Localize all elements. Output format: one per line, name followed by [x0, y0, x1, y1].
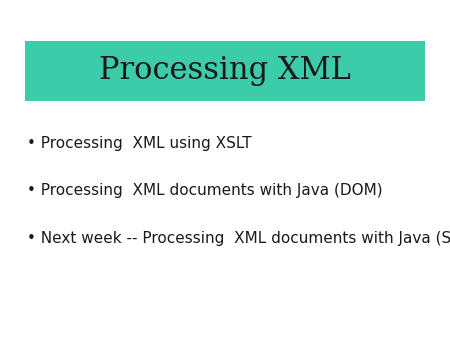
Text: • Processing  XML documents with Java (DOM): • Processing XML documents with Java (DO…: [27, 184, 382, 198]
FancyBboxPatch shape: [25, 41, 425, 101]
Text: • Next week -- Processing  XML documents with Java (SAX): • Next week -- Processing XML documents …: [27, 231, 450, 246]
Text: • Processing  XML using XSLT: • Processing XML using XSLT: [27, 136, 252, 151]
Text: Processing XML: Processing XML: [99, 55, 351, 87]
